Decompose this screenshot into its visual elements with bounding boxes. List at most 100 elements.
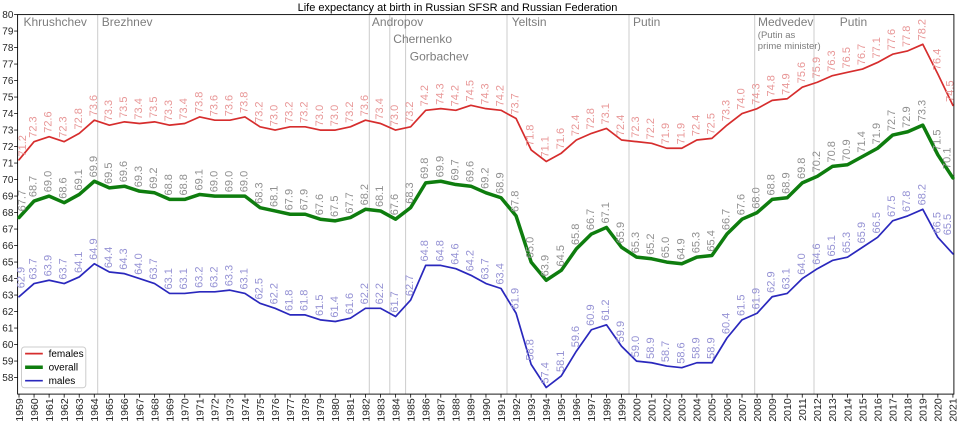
svg-text:68.0: 68.0 [751,187,763,208]
svg-text:73: 73 [2,126,14,137]
svg-text:Andropov: Andropov [372,15,423,29]
svg-text:64.9: 64.9 [88,238,100,259]
svg-text:68.8: 68.8 [178,174,190,195]
svg-text:69.8: 69.8 [419,158,431,179]
svg-text:75: 75 [2,93,14,104]
svg-text:2001: 2001 [646,398,658,422]
svg-text:2005: 2005 [707,398,719,422]
svg-text:63.7: 63.7 [58,258,70,279]
svg-text:1965: 1965 [104,398,116,422]
svg-text:73.6: 73.6 [359,95,371,116]
svg-text:73.4: 73.4 [133,98,145,119]
svg-text:63.1: 63.1 [781,268,793,289]
svg-text:2008: 2008 [752,398,764,422]
svg-text:71.8: 71.8 [525,125,537,146]
svg-text:65.0: 65.0 [660,237,672,258]
svg-text:1959: 1959 [14,398,26,422]
svg-text:Life expectancy at birth in Ru: Life expectancy at birth in Russian SFSR… [298,2,618,14]
svg-text:2020: 2020 [933,398,945,422]
svg-text:63.4: 63.4 [495,263,507,284]
svg-text:76.3: 76.3 [826,50,838,71]
svg-text:64.2: 64.2 [464,250,476,271]
svg-text:1970: 1970 [179,398,191,422]
svg-text:2018: 2018 [903,398,915,422]
svg-text:73.2: 73.2 [299,101,311,122]
svg-text:1964: 1964 [89,398,101,422]
svg-text:72.4: 72.4 [570,115,582,136]
svg-text:Chernenko: Chernenko [393,32,452,46]
svg-text:2017: 2017 [887,398,899,422]
svg-text:72.4: 72.4 [615,115,627,136]
svg-text:Yeltsin: Yeltsin [512,15,547,29]
svg-text:64.0: 64.0 [133,253,145,274]
svg-text:73.7: 73.7 [510,93,522,114]
svg-text:63.7: 63.7 [479,258,491,279]
svg-text:72: 72 [2,142,14,153]
svg-text:1967: 1967 [134,398,146,422]
svg-text:64.3: 64.3 [118,248,130,269]
svg-text:74.5: 74.5 [945,80,957,101]
svg-text:69.0: 69.0 [223,171,235,192]
svg-text:63.1: 63.1 [238,268,250,289]
svg-text:78: 78 [2,43,14,54]
svg-text:68.9: 68.9 [781,172,793,193]
svg-text:Khrushchev: Khrushchev [24,15,87,29]
svg-text:69.6: 69.6 [118,161,130,182]
svg-text:2016: 2016 [872,398,884,422]
svg-text:1977: 1977 [285,398,297,422]
svg-text:2002: 2002 [662,398,674,422]
svg-text:1982: 1982 [360,398,372,422]
svg-text:74.3: 74.3 [751,83,763,104]
svg-text:1968: 1968 [149,398,161,422]
svg-text:63.2: 63.2 [193,266,205,287]
svg-text:1975: 1975 [255,398,267,422]
svg-text:62.9: 62.9 [16,267,28,288]
svg-text:1962: 1962 [59,398,71,422]
svg-text:2015: 2015 [857,398,869,422]
svg-text:71.9: 71.9 [675,123,687,144]
svg-text:63.2: 63.2 [208,266,220,287]
svg-text:69.6: 69.6 [464,161,476,182]
svg-text:58.9: 58.9 [705,337,717,358]
svg-text:71.9: 71.9 [871,123,883,144]
svg-text:64.6: 64.6 [811,243,823,264]
svg-text:prime minister): prime minister) [758,41,821,52]
svg-text:71: 71 [2,159,14,170]
svg-text:1972: 1972 [210,398,222,422]
svg-text:71.9: 71.9 [660,123,672,144]
svg-text:67.8: 67.8 [901,191,913,212]
svg-text:74.2: 74.2 [449,85,461,106]
svg-text:67.9: 67.9 [284,189,296,210]
svg-text:Gorbachev: Gorbachev [410,49,469,63]
svg-text:males: males [49,376,76,387]
svg-text:76.4: 76.4 [931,49,943,70]
svg-text:65.5: 65.5 [942,214,954,235]
svg-text:76.5: 76.5 [841,47,853,68]
svg-text:67.7: 67.7 [17,190,29,211]
svg-text:72.3: 72.3 [58,116,70,137]
svg-text:73.4: 73.4 [374,98,386,119]
svg-text:1987: 1987 [436,398,448,422]
svg-text:74.2: 74.2 [419,85,431,106]
svg-text:62: 62 [2,307,14,318]
svg-text:Putin: Putin [633,15,660,29]
svg-text:64.4: 64.4 [103,247,115,268]
svg-text:Brezhnev: Brezhnev [102,15,153,29]
svg-text:64.9: 64.9 [675,238,687,259]
svg-text:68.2: 68.2 [359,184,371,205]
svg-text:64.5: 64.5 [555,245,567,266]
svg-text:69.0: 69.0 [43,171,55,192]
svg-text:61.6: 61.6 [344,293,356,314]
svg-text:1966: 1966 [119,398,131,422]
svg-text:69.1: 69.1 [193,169,205,190]
svg-text:77.1: 77.1 [871,37,883,58]
svg-text:61.5: 61.5 [314,295,326,316]
svg-text:67.6: 67.6 [389,194,401,215]
svg-text:63.1: 63.1 [178,268,190,289]
svg-text:61.9: 61.9 [751,288,763,309]
svg-text:61.4: 61.4 [329,296,341,317]
svg-text:74.3: 74.3 [479,83,491,104]
svg-text:60.9: 60.9 [585,304,597,325]
svg-text:71.4: 71.4 [856,131,868,152]
svg-text:67.9: 67.9 [299,189,311,210]
